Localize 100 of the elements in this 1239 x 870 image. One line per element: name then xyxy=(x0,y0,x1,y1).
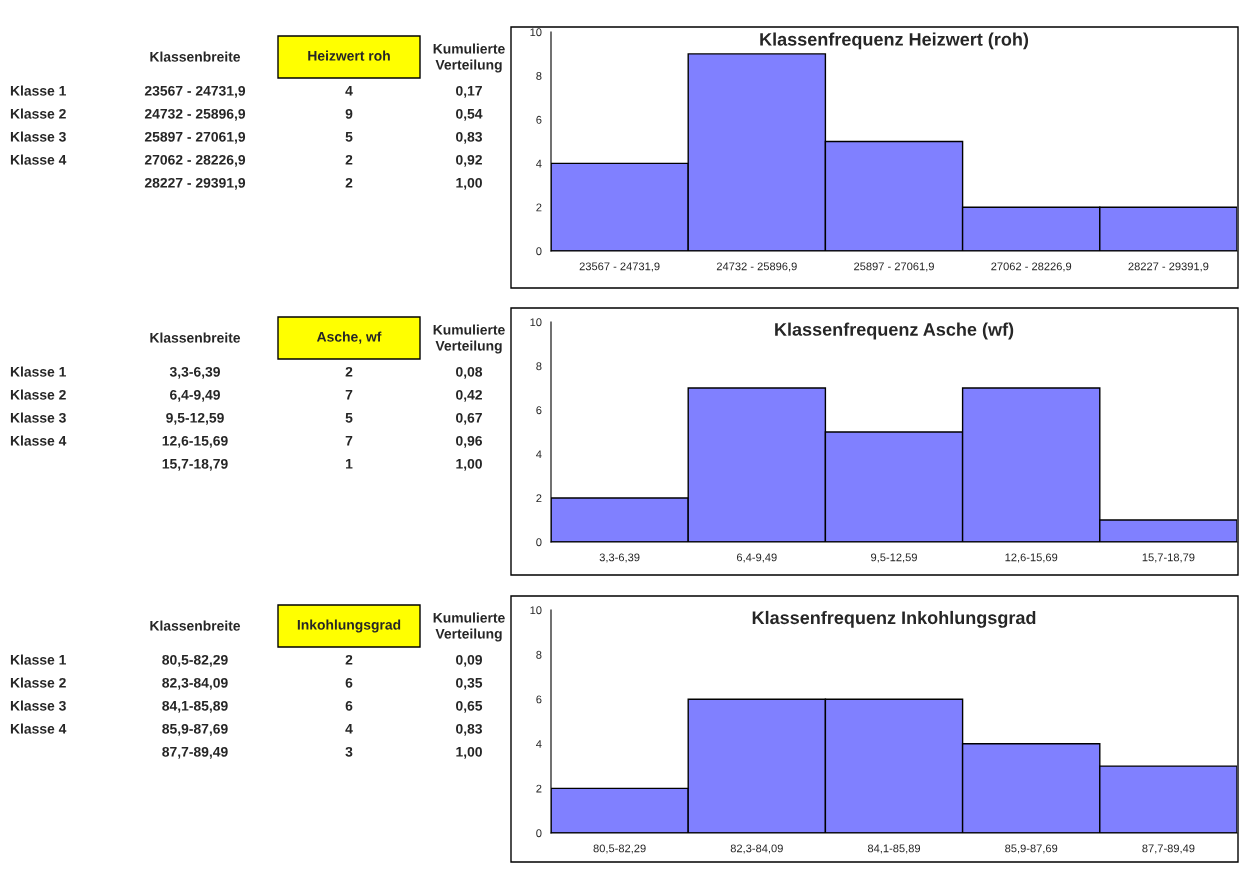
text: 6 xyxy=(345,700,353,711)
text: 2 xyxy=(345,366,353,377)
text: 24732 - 25896,9 xyxy=(144,108,246,121)
text: 28227 - 29391,9 xyxy=(144,177,246,190)
text: Kumulierte Verteilung xyxy=(433,324,505,354)
text: 6 xyxy=(345,677,353,688)
text: Kumulierte Verteilung xyxy=(433,612,505,642)
text: 4 xyxy=(345,86,353,96)
text: Klasse 2 xyxy=(10,389,66,400)
text: 23567 - 24731,9 xyxy=(144,85,246,98)
x-tick-label: 80,5-82,29 xyxy=(593,844,646,854)
text: 0,83 xyxy=(456,131,483,144)
text: 5 xyxy=(345,413,353,423)
text: 0,17 xyxy=(456,85,482,98)
text: 5 xyxy=(345,132,353,142)
text: Klassenbreite xyxy=(150,620,241,631)
text: Klasse 4 xyxy=(10,723,67,734)
text: Klasse 1 xyxy=(10,654,66,665)
chart-title: Klassenfrequenz Asche (wf) xyxy=(775,322,1014,340)
text: 1,00 xyxy=(456,746,482,759)
y-tick-label: 6 xyxy=(536,406,542,415)
y-tick-label: 0 xyxy=(536,538,542,547)
text: 87,7-89,49 xyxy=(162,746,228,759)
text: Klassenbreite xyxy=(150,332,241,343)
text: 80,5-82,29 xyxy=(162,654,228,667)
y-tick-label: 2 xyxy=(536,494,542,503)
text: 0,08 xyxy=(456,366,483,379)
text: 9,5-12,59 xyxy=(166,412,224,425)
text: 1 xyxy=(346,459,353,469)
x-tick-label: 85,9-87,69 xyxy=(1005,844,1058,854)
text: Klasse 4 xyxy=(10,435,67,446)
text: Klasse 3 xyxy=(10,700,66,711)
text: Asche, wf xyxy=(316,331,382,344)
x-tick-label: 87,7-89,49 xyxy=(1142,844,1195,854)
x-tick-label: 12,6-15,69 xyxy=(1005,553,1058,563)
y-tick-label: 10 xyxy=(530,318,542,327)
text: 85,9-87,69 xyxy=(162,723,228,736)
x-tick-label: 25897 - 27061,9 xyxy=(854,262,934,272)
text: 7 xyxy=(345,436,353,446)
y-tick-label: 8 xyxy=(536,72,542,80)
x-tick-label: 9,5-12,59 xyxy=(871,553,917,563)
text: 9 xyxy=(345,108,353,119)
y-tick-label: 4 xyxy=(536,159,542,168)
y-tick-label: 8 xyxy=(536,650,542,659)
y-tick-label: 0 xyxy=(536,829,542,838)
text: 12,6-15,69 xyxy=(162,435,228,448)
text: 84,1-85,89 xyxy=(162,700,228,713)
text: 15,7-18,79 xyxy=(162,458,228,471)
text: 2 xyxy=(345,154,353,165)
text: 0,83 xyxy=(456,723,483,736)
y-tick-label: 10 xyxy=(530,28,542,37)
x-tick-label: 23567 - 24731,9 xyxy=(579,262,660,272)
text: 3,3-6,39 xyxy=(169,366,220,379)
text: 4 xyxy=(345,724,353,734)
x-tick-label: 82,3-84,09 xyxy=(730,844,783,854)
text: 1,00 xyxy=(456,458,482,471)
chart-title: Klassenfrequenz Heizwert (roh) xyxy=(760,32,1029,50)
text: 0,09 xyxy=(456,654,482,667)
text: Klasse 2 xyxy=(10,677,66,688)
x-tick-label: 3,3-6,39 xyxy=(599,553,640,563)
chart-title: Klassenfrequenz Inkohlungsgrad xyxy=(752,610,1036,628)
x-tick-label: 27062 - 28226,9 xyxy=(991,262,1072,272)
text: 0,35 xyxy=(456,677,483,690)
text: 6,4-9,49 xyxy=(170,389,220,402)
y-tick-label: 10 xyxy=(530,606,542,615)
text: Klasse 3 xyxy=(10,412,66,423)
y-tick-label: 4 xyxy=(536,740,542,748)
y-tick-label: 0 xyxy=(536,247,542,256)
text: 0,92 xyxy=(456,154,482,167)
y-tick-label: 8 xyxy=(536,362,542,371)
text: 3 xyxy=(345,746,353,757)
text: 0,67 xyxy=(456,412,482,425)
text: 0,65 xyxy=(456,700,483,713)
y-tick-label: 4 xyxy=(536,450,542,459)
text: Klassenbreite xyxy=(150,51,241,62)
text: 0,96 xyxy=(456,435,483,448)
text: Klasse 4 xyxy=(10,154,67,165)
text: 7 xyxy=(345,390,353,400)
x-tick-label: 15,7-18,79 xyxy=(1142,553,1195,563)
text: Klasse 1 xyxy=(10,366,66,377)
y-tick-label: 6 xyxy=(536,115,542,124)
y-tick-label: 2 xyxy=(536,784,542,793)
text: 82,3-84,09 xyxy=(162,677,228,690)
text: 0,54 xyxy=(456,108,483,121)
text: Inkohlungsgrad xyxy=(297,619,401,633)
text: Kumulierte Verteilung xyxy=(433,43,505,73)
y-tick-label: 2 xyxy=(536,203,542,212)
x-tick-label: 6,4-9,49 xyxy=(736,553,777,563)
text: 1,00 xyxy=(456,177,482,190)
text: Klasse 1 xyxy=(10,85,66,96)
text: 2 xyxy=(345,654,353,665)
text: 0,42 xyxy=(456,389,482,402)
x-tick-label: 24732 - 25896,9 xyxy=(716,262,797,272)
x-tick-label: 28227 - 29391,9 xyxy=(1128,262,1209,272)
text: Klasse 2 xyxy=(10,108,66,119)
text: Heizwert roh xyxy=(308,50,390,61)
text: 2 xyxy=(345,177,353,188)
text: 25897 - 27061,9 xyxy=(144,131,246,144)
x-tick-label: 84,1-85,89 xyxy=(867,844,921,854)
text: Klasse 3 xyxy=(10,131,66,142)
